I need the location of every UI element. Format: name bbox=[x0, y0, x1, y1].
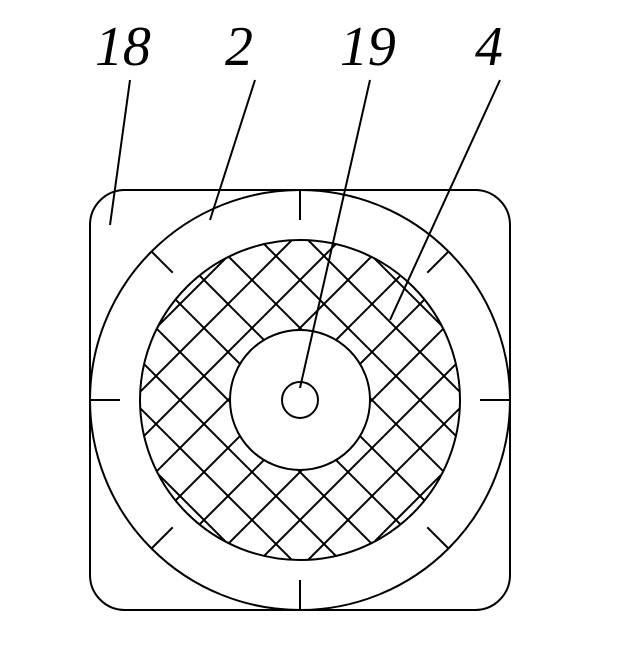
label-18: 18 bbox=[95, 16, 151, 78]
label-4: 4 bbox=[475, 16, 503, 78]
label-19: 19 bbox=[340, 16, 396, 78]
label-2: 2 bbox=[225, 16, 253, 78]
technical-diagram: 18 2 19 4 bbox=[0, 0, 617, 646]
hub-circle bbox=[230, 330, 370, 470]
